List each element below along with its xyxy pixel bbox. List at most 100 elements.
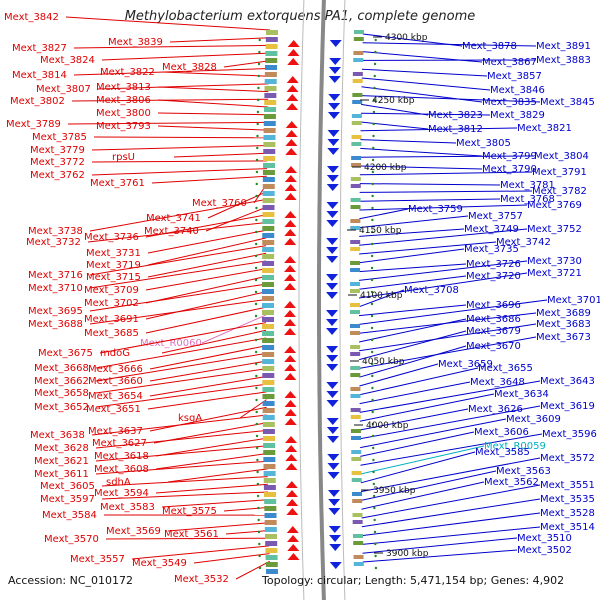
gene-label-right: Mext_3701 xyxy=(547,295,600,306)
feature-block xyxy=(265,562,278,567)
feature-block xyxy=(350,345,361,349)
feature-block xyxy=(350,394,361,398)
gene-pointer-line xyxy=(360,451,476,484)
gene-arrow-reverse xyxy=(327,436,340,443)
feature-block xyxy=(352,520,363,524)
gene-pointer-line xyxy=(157,112,268,116)
feature-block xyxy=(262,275,275,280)
gene-pointer-line xyxy=(359,241,497,255)
feature-block xyxy=(350,289,361,293)
gene-label-right: Mext_3606 xyxy=(474,427,529,438)
feature-block xyxy=(353,534,364,538)
gene-arrow-forward xyxy=(284,418,297,425)
gene-arrow-reverse xyxy=(326,418,339,425)
tick-dot xyxy=(258,566,262,570)
feature-block xyxy=(352,72,363,76)
tick-dot xyxy=(255,422,259,426)
gene-arrow-forward xyxy=(287,535,300,542)
tick-dot xyxy=(256,110,260,114)
gene-label-left: Mext_3662 xyxy=(34,376,89,387)
gene-label-right: Mext_3742 xyxy=(496,237,551,248)
tick-dot xyxy=(255,362,258,366)
scale-tick-label: 4050 kbp xyxy=(362,357,405,367)
feature-block xyxy=(262,303,275,308)
gene-pointer-line xyxy=(91,168,267,176)
gene-arrow-reverse xyxy=(327,148,340,155)
feature-block xyxy=(351,135,362,139)
gene-arrow-reverse xyxy=(326,328,339,335)
gene-pointer-line xyxy=(89,283,267,312)
feature-block xyxy=(351,114,362,118)
gene-pointer-line xyxy=(145,275,267,304)
feature-block xyxy=(265,44,278,49)
gene-pointer-line xyxy=(95,429,267,449)
tick-dot xyxy=(371,362,374,366)
feature-block xyxy=(262,198,275,203)
feature-block xyxy=(262,282,275,287)
gene-pointer-line xyxy=(361,484,541,519)
gene-pointer-line xyxy=(149,345,267,370)
gene-label-left: Mext_3561 xyxy=(164,529,219,540)
feature-block xyxy=(354,30,365,34)
gene-arrow-forward xyxy=(285,130,298,137)
gene-pointer-line xyxy=(360,147,483,157)
gene-arrow-forward xyxy=(287,58,300,65)
feature-block xyxy=(265,37,278,42)
feature-block xyxy=(262,408,275,413)
gene-arrow-forward xyxy=(284,229,297,236)
tick-dot xyxy=(373,74,376,78)
gene-arrow-forward xyxy=(286,499,299,506)
gene-label-right: Mext_3673 xyxy=(536,332,591,343)
gene-arrow-forward xyxy=(285,481,298,488)
gene-pointer-line xyxy=(95,445,268,462)
gene-pointer-line xyxy=(161,71,269,77)
gene-label-right: Mext_3670 xyxy=(466,341,521,352)
feature-block xyxy=(351,471,362,475)
tick-dot xyxy=(256,470,259,474)
tick-dot xyxy=(370,278,374,282)
tick-dot xyxy=(258,38,261,42)
gene-arrow-forward xyxy=(285,490,298,497)
gene-pointer-line xyxy=(91,160,268,163)
tick-dot xyxy=(371,206,374,210)
gene-pointer-line xyxy=(149,360,267,382)
gene-pointer-line xyxy=(155,483,268,494)
feature-block xyxy=(266,30,279,35)
gene-label-left: Mext_3557 xyxy=(70,554,125,565)
gene-label-left: Mext_3828 xyxy=(162,62,217,73)
gene-arrow-forward xyxy=(287,544,300,551)
tick-dot xyxy=(256,122,259,126)
feature-block xyxy=(264,527,277,532)
gene-label-left: Mext_3570 xyxy=(44,534,99,545)
tick-dot xyxy=(255,374,258,378)
feature-block xyxy=(262,310,275,315)
gene-arrow-reverse xyxy=(326,391,339,398)
feature-block xyxy=(263,142,276,147)
gene-pointer-line xyxy=(360,433,543,466)
feature-block xyxy=(262,212,275,217)
feature-block xyxy=(263,135,276,140)
feature-block xyxy=(264,506,277,511)
gene-label-left: mdoG xyxy=(100,348,130,359)
tick-dot xyxy=(254,326,258,330)
tick-dot xyxy=(372,470,375,474)
gene-arrow-forward xyxy=(284,328,297,335)
feature-block xyxy=(262,170,275,175)
tick-dot xyxy=(255,398,258,402)
gene-arrow-reverse xyxy=(328,499,341,506)
gene-label-right: Mext_3619 xyxy=(540,401,595,412)
feature-block xyxy=(264,72,277,77)
feature-block xyxy=(262,338,275,343)
gene-label-right: Mext_3846 xyxy=(490,85,545,96)
gene-arrow-reverse xyxy=(326,202,339,209)
gene-pointer-line xyxy=(359,198,501,202)
feature-block xyxy=(353,562,364,566)
gene-arrow-forward xyxy=(285,445,298,452)
gene-pointer-line xyxy=(155,437,268,457)
gene-pointer-line xyxy=(358,318,467,343)
feature-block xyxy=(350,324,361,328)
feature-block xyxy=(263,163,276,168)
gene-pointer-line xyxy=(359,381,471,405)
gene-arrow-reverse xyxy=(326,382,339,389)
feature-block xyxy=(262,415,275,420)
